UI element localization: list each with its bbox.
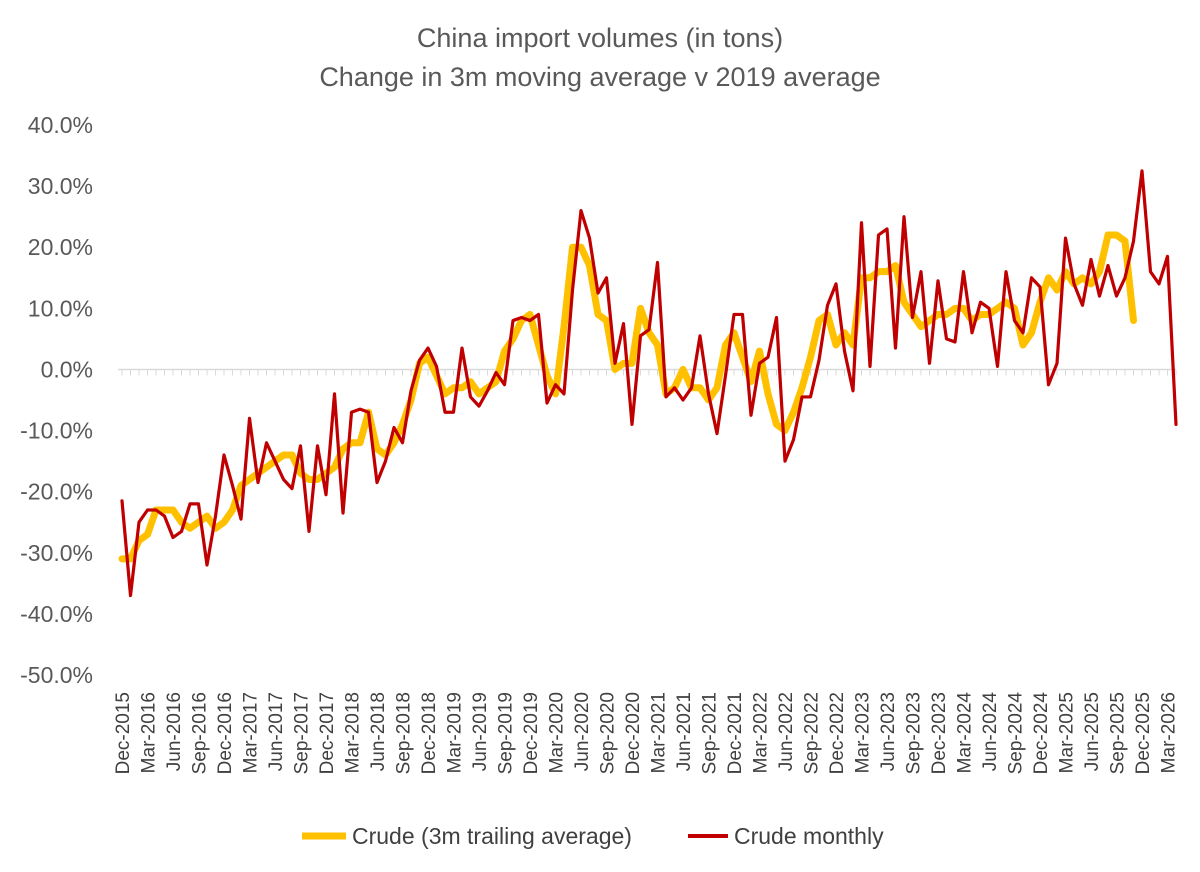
x-tick-label: Mar-2017: [241, 692, 262, 773]
x-tick-label: Sep-2022: [802, 692, 823, 774]
x-tick-label: Dec-2020: [623, 692, 644, 774]
x-tick-label: Sep-2021: [700, 692, 721, 774]
chart-title: China import volumes (in tons): [417, 23, 783, 53]
x-tick-label: Jun-2016: [164, 692, 185, 771]
x-tick-label: Dec-2015: [113, 692, 134, 774]
x-tick-label: Sep-2016: [190, 692, 211, 774]
y-tick-label: 10.0%: [28, 295, 93, 321]
x-tick-label: Dec-2024: [1031, 692, 1052, 775]
x-tick-label: Sep-2025: [1108, 692, 1129, 774]
x-tick-label: Dec-2025: [1133, 692, 1154, 774]
y-tick-label: 0.0%: [41, 356, 93, 382]
x-tick-label: Sep-2020: [598, 692, 619, 774]
legend-label-trailing-average: Crude (3m trailing average): [352, 823, 632, 849]
x-tick-label: Dec-2023: [929, 692, 950, 774]
y-tick-label: -40.0%: [20, 601, 93, 627]
x-tick-label: Mar-2026: [1159, 692, 1180, 773]
x-tick-label: Dec-2022: [827, 692, 848, 774]
y-axis-tick-labels: 40.0% 30.0% 20.0% 10.0% 0.0% -10.0% -20.0% -30.…: [20, 112, 93, 688]
x-tick-label: Dec-2018: [419, 692, 440, 774]
x-tick-label: Mar-2018: [343, 692, 364, 773]
x-tick-label: Jun-2025: [1082, 692, 1103, 771]
x-tick-label: Mar-2022: [751, 692, 772, 773]
x-tick-label: Dec-2021: [725, 692, 746, 774]
x-tick-label: Mar-2016: [139, 692, 160, 773]
x-tick-label: Jun-2017: [266, 692, 287, 771]
legend: Crude (3m trailing average) Crude monthl…: [302, 823, 884, 849]
x-axis: [118, 368, 1177, 376]
x-tick-label: Mar-2023: [853, 692, 874, 773]
x-tick-label: Sep-2024: [1006, 692, 1027, 775]
legend-label-monthly: Crude monthly: [734, 823, 884, 849]
chart-subtitle: Change in 3m moving average v 2019 avera…: [319, 62, 880, 92]
x-tick-label: Dec-2016: [215, 692, 236, 774]
x-tick-label: Dec-2017: [317, 692, 338, 774]
x-axis-tick-labels: Dec-2015 Mar-2016 Jun-2016 Sep-2016 Dec-2016…: [113, 692, 1180, 775]
y-tick-label: -20.0%: [20, 479, 93, 505]
x-tick-label: Jun-2019: [470, 692, 491, 771]
x-tick-label: Mar-2020: [547, 692, 568, 773]
y-tick-label: 40.0%: [28, 112, 93, 138]
y-tick-label: 20.0%: [28, 234, 93, 260]
series-line-monthly: [120, 169, 1178, 598]
x-tick-label: Mar-2021: [649, 692, 670, 773]
x-tick-label: Dec-2019: [521, 692, 542, 774]
x-tick-label: Jun-2020: [572, 692, 593, 771]
x-tick-label: Sep-2023: [904, 692, 925, 774]
x-tick-label: Jun-2021: [674, 692, 695, 771]
x-tick-label: Mar-2025: [1057, 692, 1078, 773]
x-tick-label: Jun-2024: [980, 692, 1001, 772]
x-tick-label: Jun-2022: [776, 692, 797, 771]
x-tick-label: Jun-2023: [878, 692, 899, 771]
x-tick-label: Sep-2019: [496, 692, 517, 774]
y-tick-label: -10.0%: [20, 418, 93, 444]
x-tick-label: Sep-2018: [394, 692, 415, 774]
series-layer: [118, 169, 1178, 598]
x-tick-label: Mar-2024: [955, 692, 976, 774]
x-tick-label: Mar-2019: [445, 692, 466, 773]
y-tick-label: -50.0%: [20, 662, 93, 688]
x-tick-label: Sep-2017: [292, 692, 313, 774]
y-tick-label: -30.0%: [20, 540, 93, 566]
x-tick-label: Jun-2018: [368, 692, 389, 771]
y-tick-label: 30.0%: [28, 173, 93, 199]
